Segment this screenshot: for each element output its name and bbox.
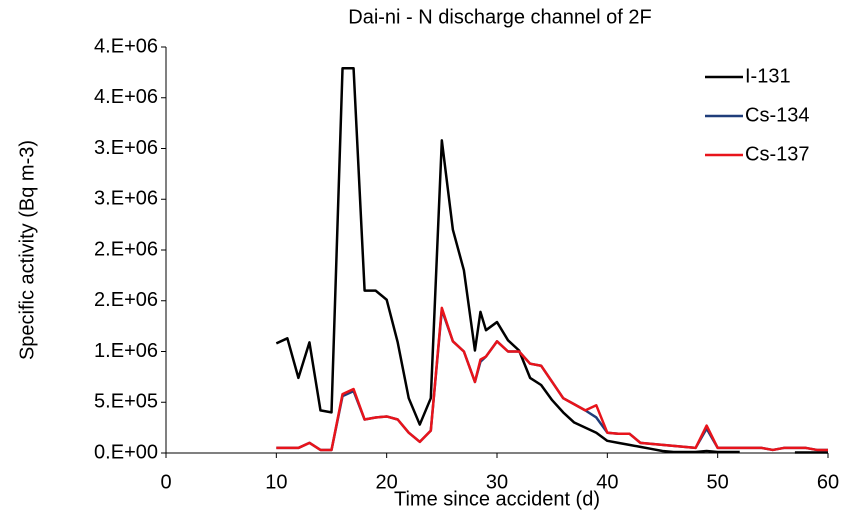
x-axis-label: Time since accident (d) [394, 488, 600, 510]
y-tick-label: 4.E+06 [94, 86, 158, 108]
y-tick-label: 2.E+06 [94, 238, 158, 260]
legend-label: Cs-137 [745, 143, 809, 165]
series-line [276, 306, 828, 452]
y-tick-label: 1.E+06 [94, 340, 158, 362]
y-tick-label: 3.E+06 [94, 137, 158, 159]
y-tick-label: 2.E+06 [94, 289, 158, 311]
y-tick-label: 5.E+05 [94, 391, 158, 413]
series-line [275, 67, 828, 454]
x-tick-label: 30 [486, 471, 508, 493]
x-tick-label: 0 [160, 471, 171, 493]
x-tick-label: 50 [707, 471, 729, 493]
y-tick-label: 3.E+06 [94, 188, 158, 210]
legend-label: Cs-134 [745, 104, 809, 126]
x-tick-label: 10 [265, 471, 287, 493]
x-tick-label: 60 [817, 471, 839, 493]
chart-title: Dai-ni - N discharge channel of 2F [348, 6, 651, 28]
y-tick-label: 0.E+00 [94, 441, 158, 463]
y-axis-label: Specific activity (Bq m-3) [16, 140, 38, 360]
legend-label: I-131 [745, 65, 791, 87]
x-tick-label: 40 [596, 471, 618, 493]
x-tick-label: 20 [376, 471, 398, 493]
y-tick-label: 4.E+06 [94, 35, 158, 57]
